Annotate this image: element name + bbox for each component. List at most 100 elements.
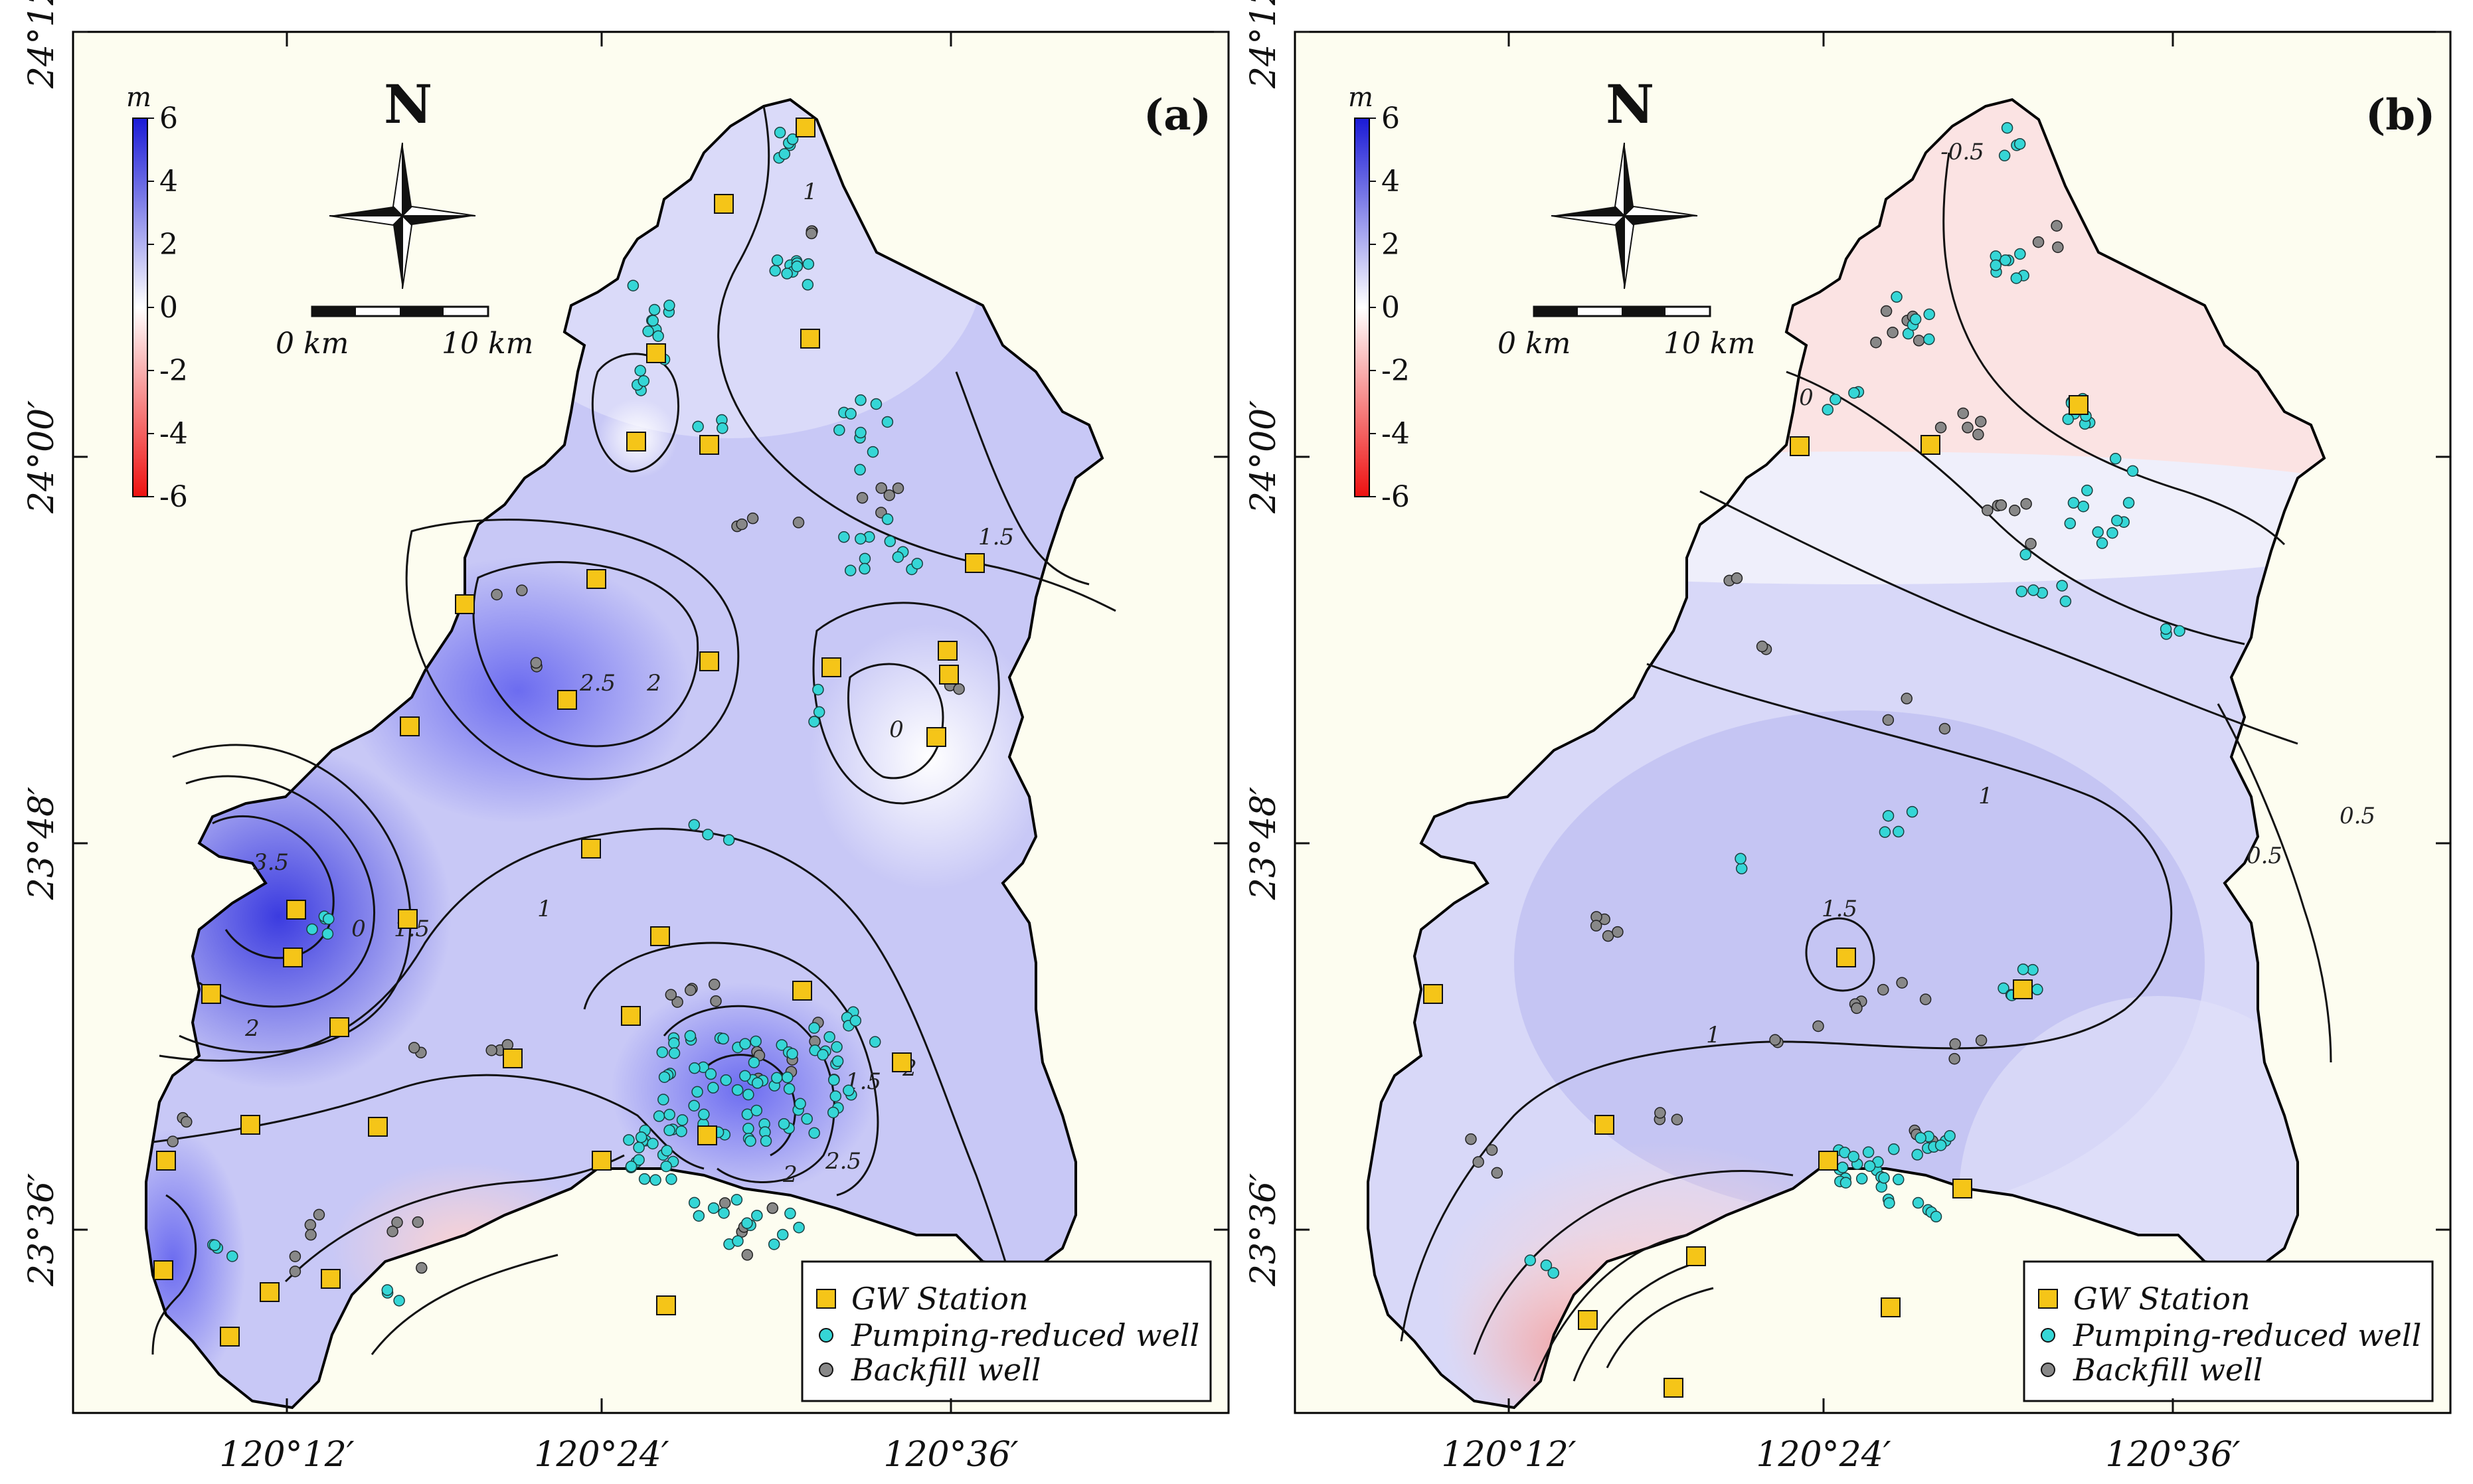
gw-station-marker	[201, 984, 221, 1004]
backfill-well-marker	[892, 482, 904, 495]
pumping-well-marker	[638, 375, 650, 387]
scale-bar-a: 0 km 10 km	[276, 305, 533, 361]
gw-station-marker	[796, 118, 815, 137]
pumping-well-marker	[881, 416, 894, 428]
pumping-well-marker	[730, 1194, 743, 1206]
pumping-well-marker	[2056, 580, 2068, 592]
pumping-well-marker	[867, 446, 879, 458]
pumping-well-marker	[2017, 963, 2029, 975]
pumping-well-marker	[668, 1047, 681, 1059]
pumping-well-marker	[2014, 248, 2026, 260]
pumping-well-marker	[1998, 982, 2009, 995]
gw-station-marker	[286, 900, 306, 920]
pumping-well-marker	[781, 1071, 794, 1084]
pumping-well-marker	[321, 928, 334, 940]
pumping-well-marker	[634, 365, 646, 376]
backfill-well-marker	[806, 227, 817, 240]
pumping-well-marker	[653, 1110, 665, 1122]
pumping-well-marker	[802, 279, 814, 291]
pumping-well-marker	[774, 126, 786, 139]
legend-pumping-b: Pumping-reduced well	[2073, 1317, 2421, 1353]
contour-label: 1	[1978, 783, 1993, 809]
pumping-well-marker	[783, 1083, 796, 1095]
pumping-wells-b	[1524, 122, 2185, 1279]
gw-station-marker	[646, 343, 666, 363]
pumping-well-marker	[2096, 537, 2108, 549]
pumping-well-marker	[684, 1030, 697, 1042]
pumping-well-marker	[833, 424, 845, 436]
gw-station-marker	[581, 839, 601, 859]
colorbar-b	[1354, 118, 1370, 497]
gw-station-marker	[965, 553, 985, 573]
gw-station-marker	[283, 948, 303, 967]
backfill-well-marker	[1877, 983, 1889, 996]
colorbar-tick-label: 6	[159, 102, 178, 135]
backfill-wells-a	[167, 225, 965, 1278]
backfill-well-marker	[1957, 407, 1969, 420]
pumping-well-marker	[742, 1088, 754, 1101]
north-arrow-b: N	[1551, 73, 1698, 289]
gw-station-marker	[398, 909, 418, 929]
backfill-well-marker	[1982, 504, 1994, 517]
backfill-well-marker	[391, 1216, 403, 1228]
pumping-well-marker	[627, 280, 640, 291]
pumping-well-marker	[705, 1068, 717, 1080]
backfill-well-marker	[305, 1228, 317, 1241]
pumping-well-marker	[658, 1071, 671, 1083]
pumping-well-marker	[823, 1031, 835, 1043]
pumping-well-marker	[793, 1221, 805, 1234]
pumping-well-marker	[638, 1173, 651, 1185]
gw-station-marker	[1881, 1297, 1901, 1317]
scale-label-left-a: 0 km	[276, 327, 349, 361]
pumping-well-marker	[760, 1135, 772, 1147]
gw-station-marker	[1594, 1115, 1614, 1135]
pumping-well-marker	[1998, 149, 2011, 162]
pumping-well-marker	[660, 1160, 672, 1173]
pumping-well-marker	[1839, 1177, 1852, 1189]
pumping-well-marker	[854, 463, 866, 476]
scale-bar-b: 0 km 10 km	[1497, 305, 1755, 361]
gw-station-marker	[699, 435, 719, 455]
backfill-well-marker	[736, 518, 748, 531]
gw-station-marker	[656, 1295, 676, 1315]
pumping-well-marker	[652, 330, 664, 342]
backfill-well-marker	[1949, 1038, 1961, 1050]
backfill-well-marker	[671, 996, 683, 1008]
pumping-well-marker	[739, 1070, 751, 1082]
pumping-well-marker	[1879, 826, 1891, 838]
pumping-well-marker	[665, 1173, 677, 1185]
pumping-well-marker	[2077, 500, 2089, 513]
backfill-well-marker	[304, 1219, 317, 1231]
backfill-well-marker	[1812, 1020, 1824, 1032]
pumping-well-marker	[707, 1082, 719, 1094]
gw-station-marker	[697, 1125, 717, 1145]
latitude-label: 24°00′	[22, 400, 62, 514]
backfill-well-marker	[1851, 1002, 1863, 1015]
gw-station-marker	[455, 594, 475, 614]
backfill-well-marker	[856, 492, 869, 504]
pumping-well-marker	[723, 834, 735, 846]
pumping-well-marker	[688, 1196, 701, 1209]
contour-label: 1.5	[1822, 896, 1857, 922]
pumping-well-marker	[1524, 1254, 1536, 1266]
backfill-well-marker	[2009, 504, 2021, 517]
colorbar-tick-label: 4	[1381, 165, 1400, 199]
pumping-well-marker	[776, 1228, 789, 1241]
pumping-well-marker	[656, 1046, 669, 1058]
pumping-well-marker	[647, 1137, 659, 1150]
contour-labels-a: 011.522.53.501.522.511.522	[244, 179, 1014, 1188]
pumping-well-marker	[663, 299, 675, 311]
longitude-label: 120°12′	[1441, 1435, 1576, 1475]
latitude-label: 24°12′	[22, 0, 62, 89]
backfill-well-marker	[1590, 920, 1602, 932]
pumping-well-marker	[649, 1174, 661, 1186]
pumping-well-marker	[226, 1250, 238, 1262]
pumping-well-marker	[209, 1239, 221, 1252]
gw-station-marker	[800, 329, 820, 349]
backfill-well-marker	[875, 482, 887, 494]
gw-station-marker	[1952, 1179, 1972, 1198]
pumping-well-marker	[751, 1077, 764, 1089]
colorbar-tick-label: -2	[159, 354, 188, 388]
pumping-well-marker	[1848, 386, 1860, 399]
gw-station-marker	[1423, 984, 1443, 1004]
